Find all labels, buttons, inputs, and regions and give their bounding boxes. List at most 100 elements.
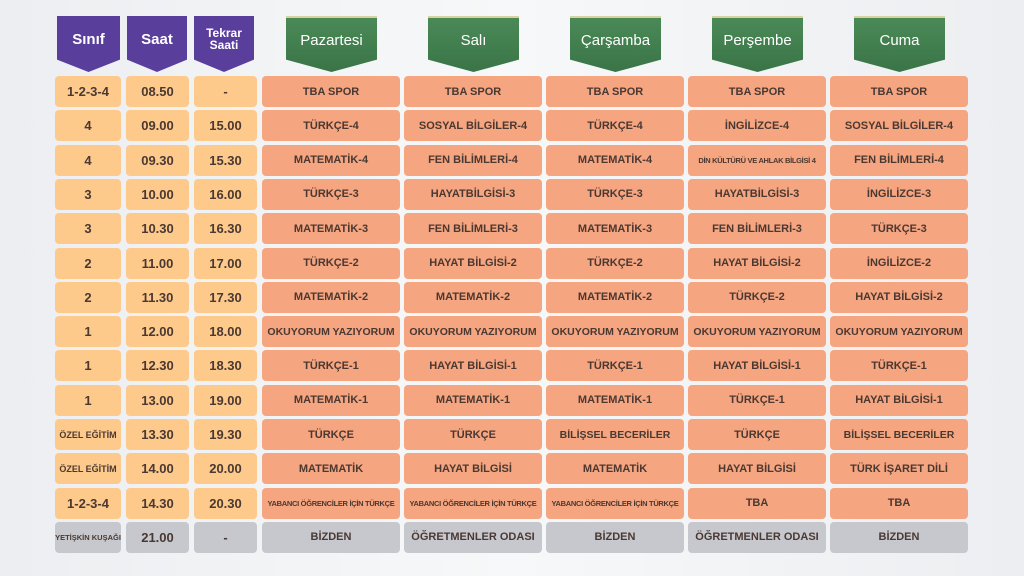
cell-tekrar: 18.00 (194, 316, 257, 348)
cell-day-4: TÜRKÇE (404, 419, 542, 450)
cell-day-3: TÜRKÇE-2 (262, 247, 400, 279)
cell-tekrar: - (194, 76, 257, 107)
cell-day-7: SOSYAL BİLGİLER-4 (830, 110, 968, 142)
cell-day-7: TÜRK İŞARET DİLİ (830, 453, 968, 485)
cell-day-6: TBA (688, 487, 826, 519)
cell-tekrar: 15.00 (194, 110, 257, 142)
cell-saat: 12.00 (126, 316, 189, 348)
cell-day-6: HAYAT BİLGİSİ-1 (688, 350, 826, 382)
cell-day-7: HAYAT BİLGİSİ-2 (830, 281, 968, 313)
cell-day-4: TBA SPOR (404, 76, 542, 107)
cell-day-5: MATEMATİK-4 (546, 144, 684, 176)
cell-sinif: 1 (55, 384, 121, 416)
cell-day-6: TÜRKÇE (688, 419, 826, 450)
cell-sinif: ÖZEL EĞİTİM (55, 453, 121, 485)
cell-sinif: 4 (55, 144, 121, 176)
cell-tekrar: 19.00 (194, 384, 257, 416)
cell-saat: 08.50 (126, 76, 189, 107)
cell-day-4: ÖĞRETMENLER ODASI (404, 521, 542, 553)
cell-tekrar: 17.30 (194, 281, 257, 313)
cell-day-5: MATEMATİK-2 (546, 281, 684, 313)
cell-day-5: MATEMATİK-3 (546, 213, 684, 245)
cell-day-5: MATEMATİK-1 (546, 384, 684, 416)
cell-day-7: İNGİLİZCE-2 (830, 247, 968, 279)
cell-day-6: DİN KÜLTÜRÜ VE AHLAK BİLGİSİ 4 (688, 144, 826, 176)
cell-sinif: 2 (55, 247, 121, 279)
cell-day-6: FEN BİLİMLERİ-3 (688, 213, 826, 245)
cell-day-5: TBA SPOR (546, 76, 684, 107)
cell-day-7: BİLİŞSEL BECERİLER (830, 419, 968, 450)
cell-day-3: TÜRKÇE (262, 419, 400, 450)
cell-day-5: YABANCI ÖĞRENCİLER İÇİN TÜRKÇE (546, 487, 684, 519)
cell-day-3: TÜRKÇE-1 (262, 350, 400, 382)
cell-day-6: İNGİLİZCE-4 (688, 110, 826, 142)
cell-day-7: BİZDEN (830, 521, 968, 553)
cell-day-3: MATEMATİK (262, 453, 400, 485)
cell-tekrar: 20.30 (194, 487, 257, 519)
cell-saat: 13.00 (126, 384, 189, 416)
cell-day-3: BİZDEN (262, 521, 400, 553)
cell-day-5: OKUYORUM YAZIYORUM (546, 316, 684, 348)
cell-day-7: TBA (830, 487, 968, 519)
cell-tekrar: 19.30 (194, 419, 257, 450)
cell-sinif: 1-2-3-4 (55, 76, 121, 107)
cell-day-5: BİZDEN (546, 521, 684, 553)
cell-day-6: ÖĞRETMENLER ODASI (688, 521, 826, 553)
cell-day-6: TÜRKÇE-1 (688, 384, 826, 416)
cell-saat: 11.30 (126, 281, 189, 313)
cell-day-3: MATEMATİK-1 (262, 384, 400, 416)
cell-sinif: 4 (55, 110, 121, 142)
cell-day-4: MATEMATİK-1 (404, 384, 542, 416)
cell-day-4: FEN BİLİMLERİ-3 (404, 213, 542, 245)
cell-saat: 09.30 (126, 144, 189, 176)
cell-saat: 14.30 (126, 487, 189, 519)
cell-day-3: MATEMATİK-3 (262, 213, 400, 245)
cell-saat: 10.00 (126, 178, 189, 210)
cell-day-5: TÜRKÇE-4 (546, 110, 684, 142)
cell-day-6: HAYATBİLGİSİ-3 (688, 178, 826, 210)
cell-saat: 12.30 (126, 350, 189, 382)
cell-day-7: TÜRKÇE-3 (830, 213, 968, 245)
header-saat: Saat (127, 16, 187, 72)
cell-day-7: TÜRKÇE-1 (830, 350, 968, 382)
cell-tekrar: - (194, 521, 257, 553)
cell-day-4: YABANCI ÖĞRENCİLER İÇİN TÜRKÇE (404, 487, 542, 519)
cell-day-6: HAYAT BİLGİSİ-2 (688, 247, 826, 279)
header-sali: Salı (428, 16, 519, 72)
cell-day-7: OKUYORUM YAZIYORUM (830, 316, 968, 348)
cell-day-4: HAYAT BİLGİSİ (404, 453, 542, 485)
cell-day-5: MATEMATİK (546, 453, 684, 485)
cell-tekrar: 17.00 (194, 247, 257, 279)
header-pazartesi: Pazartesi (286, 16, 377, 72)
cell-saat: 10.30 (126, 213, 189, 245)
cell-day-4: MATEMATİK-2 (404, 281, 542, 313)
cell-day-3: TBA SPOR (262, 76, 400, 107)
cell-day-5: TÜRKÇE-1 (546, 350, 684, 382)
cell-sinif: 2 (55, 281, 121, 313)
cell-tekrar: 15.30 (194, 144, 257, 176)
cell-day-5: BİLİŞSEL BECERİLER (546, 419, 684, 450)
cell-tekrar: 20.00 (194, 453, 257, 485)
cell-day-7: İNGİLİZCE-3 (830, 178, 968, 210)
cell-sinif: 3 (55, 213, 121, 245)
cell-day-3: MATEMATİK-4 (262, 144, 400, 176)
cell-day-4: HAYAT BİLGİSİ-2 (404, 247, 542, 279)
cell-sinif: 1-2-3-4 (55, 487, 121, 519)
cell-day-5: TÜRKÇE-3 (546, 178, 684, 210)
cell-day-4: FEN BİLİMLERİ-4 (404, 144, 542, 176)
header-cuma: Cuma (854, 16, 945, 72)
cell-saat: 09.00 (126, 110, 189, 142)
cell-tekrar: 18.30 (194, 350, 257, 382)
cell-sinif: YETİŞKİN KUŞAĞI (55, 521, 121, 553)
header-sinif: Sınıf (57, 16, 120, 72)
cell-day-7: HAYAT BİLGİSİ-1 (830, 384, 968, 416)
cell-saat: 11.00 (126, 247, 189, 279)
cell-day-4: SOSYAL BİLGİLER-4 (404, 110, 542, 142)
cell-day-7: TBA SPOR (830, 76, 968, 107)
cell-day-3: MATEMATİK-2 (262, 281, 400, 313)
cell-day-5: TÜRKÇE-2 (546, 247, 684, 279)
cell-day-3: TÜRKÇE-4 (262, 110, 400, 142)
header-carsamba: Çarşamba (570, 16, 661, 72)
header-tekrar-saati: Tekrar Saati (194, 16, 254, 72)
cell-sinif: 1 (55, 350, 121, 382)
